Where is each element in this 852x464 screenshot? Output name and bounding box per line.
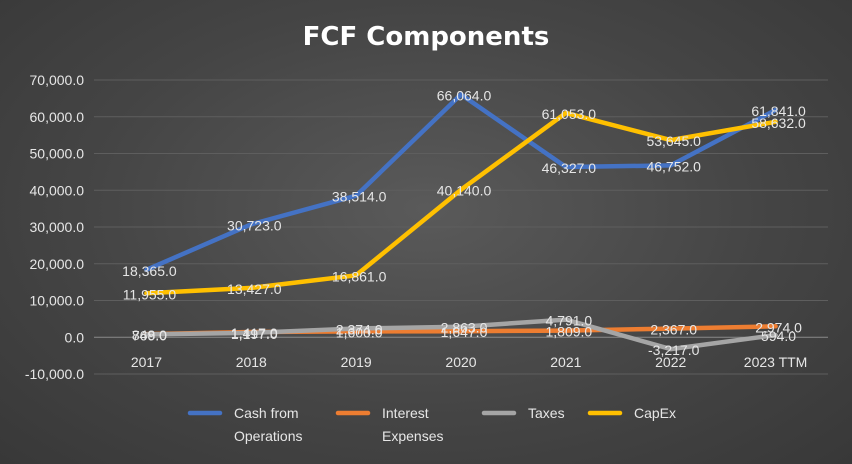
data-label: 2,374.0	[336, 322, 383, 338]
x-tick-label: 2017	[131, 354, 162, 370]
legend-label: CapEx	[634, 405, 676, 421]
y-tick-label: 0.0	[65, 329, 85, 345]
gridlines	[94, 79, 828, 375]
legend-label: Interest	[382, 405, 429, 421]
data-label: 58,632.0	[751, 115, 806, 131]
legend-label: Operations	[234, 428, 302, 444]
data-label: -3,217.0	[648, 342, 700, 358]
data-label: 848.0	[132, 327, 167, 343]
data-label: 1,417.0	[231, 325, 278, 341]
data-label: 30,723.0	[227, 217, 282, 233]
chart-title: FCF Components	[303, 22, 550, 52]
x-tick-label: 2018	[236, 354, 267, 370]
data-label: 46,752.0	[646, 158, 701, 174]
data-label: 53,645.0	[646, 133, 701, 149]
data-label: 40,140.0	[437, 183, 492, 199]
y-tick-label: 10,000.0	[30, 293, 85, 309]
data-labels: 18,365.0 30,723.0 38,514.0 66,064.0 46,327.0…	[122, 87, 806, 358]
data-label: 61,841.0	[751, 103, 806, 119]
data-label: 2,367.0	[650, 322, 697, 338]
data-label: 769.0	[132, 327, 167, 343]
data-label: 61,053.0	[542, 106, 597, 122]
y-axis: 70,000.0 60,000.0 50,000.0 40,000.0 30,000.0…	[25, 72, 84, 382]
data-label: 1,809.0	[545, 324, 592, 340]
y-tick-label: 30,000.0	[30, 219, 85, 235]
y-tick-label: 40,000.0	[30, 182, 85, 198]
x-tick-label: 2020	[445, 354, 476, 370]
y-tick-label: -10,000.0	[25, 366, 84, 382]
legend-label: Taxes	[528, 405, 565, 421]
data-label: 13,427.0	[227, 281, 282, 297]
data-label: 18,365.0	[122, 263, 177, 279]
y-tick-label: 60,000.0	[30, 109, 85, 125]
series-line-0	[144, 92, 778, 273]
series-line-3	[144, 110, 778, 296]
series-lines	[144, 92, 778, 352]
x-tick-label: 2023 TTM	[744, 354, 808, 370]
data-label: 594.0	[761, 328, 796, 344]
x-axis: 2017 2018 2019 2020 2021 2022 2023 TTM	[131, 354, 807, 370]
data-label: 2,974.0	[755, 319, 802, 335]
data-label: 11,955.0	[123, 286, 177, 302]
data-label: 1,647.0	[441, 324, 488, 340]
x-tick-label: 2019	[341, 354, 372, 370]
data-label: 2,863.0	[441, 320, 488, 336]
data-label: 46,327.0	[542, 160, 597, 176]
legend-label: Expenses	[382, 428, 443, 444]
data-label: 16,861.0	[332, 268, 387, 284]
data-label: 38,514.0	[332, 189, 387, 205]
data-label: 66,064.0	[437, 87, 492, 103]
data-label: 4,791.0	[545, 313, 592, 329]
legend-label: Cash from	[234, 405, 299, 421]
y-tick-label: 70,000.0	[30, 72, 85, 88]
x-tick-label: 2022	[655, 354, 686, 370]
legend: Cash from Operations Interest Expenses Taxes…	[187, 405, 676, 444]
y-tick-label: 50,000.0	[30, 146, 85, 162]
series-line-2	[144, 317, 778, 352]
data-label: 1,600.0	[336, 324, 383, 340]
data-label: 1,197.0	[231, 326, 278, 342]
y-tick-label: 20,000.0	[30, 256, 85, 272]
x-tick-label: 2021	[550, 354, 581, 370]
